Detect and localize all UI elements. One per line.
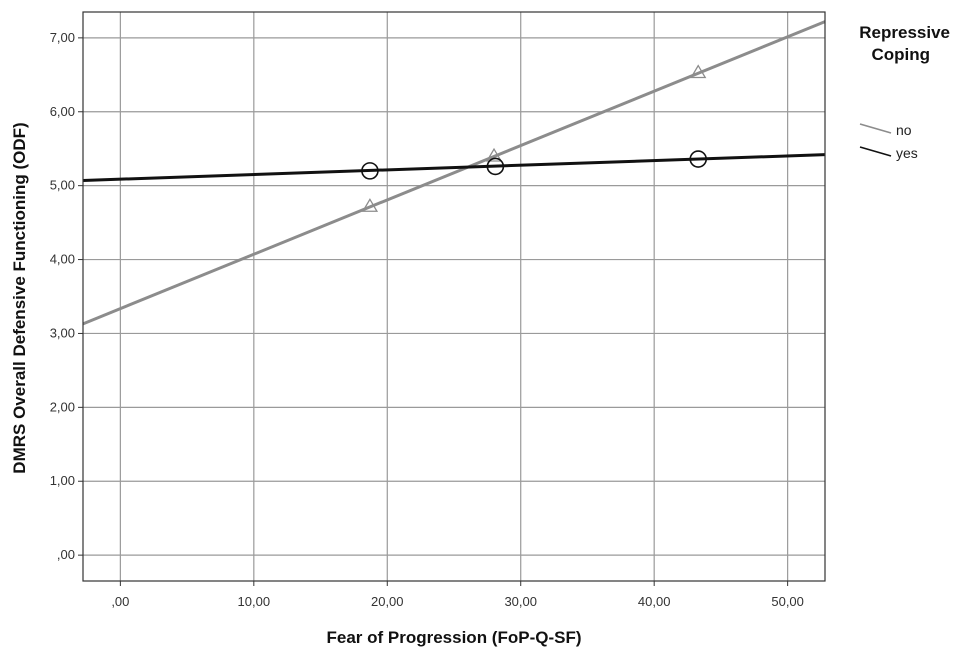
- legend-swatch-no: [859, 123, 892, 134]
- legend-label-no: no: [896, 122, 912, 138]
- point-no: [690, 64, 707, 79]
- x-tick-label: ,00: [111, 594, 129, 609]
- plot-frame: [82, 11, 826, 582]
- point-yes: [361, 162, 379, 180]
- point-yes: [486, 157, 505, 176]
- legend-title-line1: Repressive: [859, 23, 950, 42]
- y-tick-label: 3,00: [50, 325, 75, 340]
- point-no: [361, 198, 379, 212]
- legend-title-line2: Coping: [871, 45, 930, 64]
- x-tick-label: 40,00: [638, 594, 671, 609]
- x-axis-title: Fear of Progression (FoP-Q-SF): [326, 628, 581, 647]
- fit-line-yes: [82, 153, 826, 182]
- y-tick-label: 7,00: [50, 30, 75, 45]
- data-markers: [361, 64, 708, 212]
- y-tick-label: 2,00: [50, 399, 75, 414]
- point-yes: [689, 150, 708, 168]
- fit-lines: [82, 20, 826, 326]
- y-tick-label: 5,00: [50, 178, 75, 193]
- y-tick-label: 6,00: [50, 104, 75, 119]
- legend-items: no yes: [859, 122, 918, 161]
- legend: Repressive Coping no yes: [859, 23, 950, 161]
- y-tick-label: ,00: [57, 547, 75, 562]
- y-axis-ticks: ,00 1,00 2,00 3,00 4,00 5,00 6,00 7,00: [50, 30, 83, 562]
- x-tick-label: 50,00: [771, 594, 804, 609]
- legend-swatch-yes: [859, 146, 892, 157]
- x-tick-label: 20,00: [371, 594, 404, 609]
- x-tick-label: 10,00: [238, 594, 271, 609]
- y-tick-label: 1,00: [50, 473, 75, 488]
- legend-label-yes: yes: [896, 145, 918, 161]
- y-axis-title: DMRS Overall Defensive Functioning (ODF): [10, 122, 29, 473]
- x-tick-label: 30,00: [504, 594, 537, 609]
- point-no: [485, 147, 503, 162]
- fit-line-no: [82, 20, 826, 326]
- x-axis-ticks: ,00 10,00 20,00 30,00 40,00 50,00: [111, 581, 804, 609]
- y-tick-label: 4,00: [50, 252, 75, 267]
- gridlines: [83, 12, 825, 581]
